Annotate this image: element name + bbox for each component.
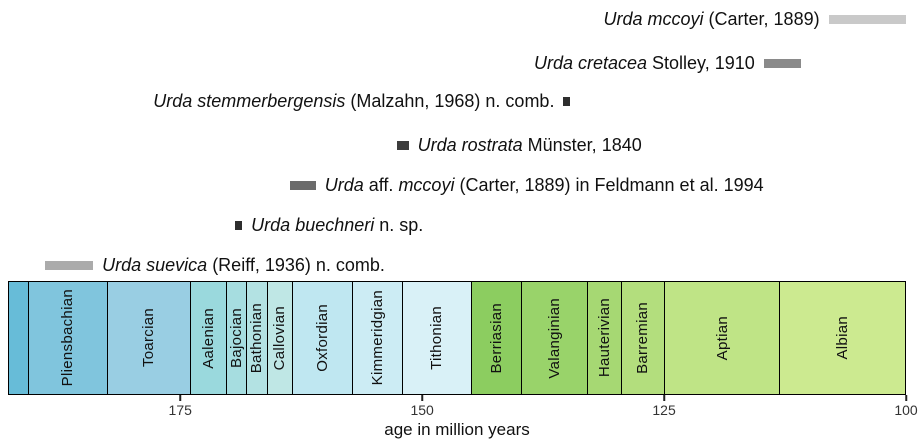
taxon-authority: (Reiff, 1936) n. comb. (207, 255, 385, 275)
axis-tick-mark (179, 395, 181, 401)
axis-tick-label: 175 (168, 402, 192, 418)
range-bar (763, 59, 802, 68)
taxon-label: Urda suevica (Reiff, 1936) n. comb. (102, 252, 385, 278)
taxon-name-italic: Urda rostrata (417, 135, 523, 155)
stage-oxfordian: Oxfordian (291, 282, 352, 394)
axis-tick-label: 100 (894, 402, 918, 418)
stage-label: Kimmeridgian (368, 290, 386, 386)
taxon-authority: n. sp. (374, 215, 424, 235)
geologic-timescale-bar: Pliensbachian Toarcian Aalenian Bajocian Bat… (8, 281, 906, 395)
range-bar (563, 97, 571, 106)
stage-berriasian: Berriasian (470, 282, 521, 394)
taxon-authority: aff. (363, 175, 399, 195)
taxon-name-italic: Urda mccoyi (603, 9, 704, 29)
stage-valanginian: Valanginian (520, 282, 588, 394)
taxon-name-italic: Urda (324, 175, 364, 195)
taxon-label: Urda aff. mccoyi (Carter, 1889) in Feldm… (325, 172, 764, 198)
taxon-label: Urda buechneri n. sp. (251, 212, 423, 238)
stage-kimmeridgian: Kimmeridgian (351, 282, 402, 394)
taxon-name-italic: Urda cretacea (533, 53, 648, 73)
stage-label: Aptian (713, 315, 731, 361)
range-bar (235, 221, 243, 230)
stage-bathonian: Bathonian (245, 282, 267, 394)
x-axis-title: age in million years (384, 420, 530, 439)
taxon-name-italic: mccoyi (398, 175, 455, 195)
range-bar (397, 141, 409, 150)
stage-unlabeled (9, 282, 29, 394)
species-range-rows: Urda mccoyi (Carter, 1889) Urda cretacea … (8, 0, 906, 280)
taxon-authority: (Malzahn, 1968) n. comb. (345, 91, 555, 111)
stage-label: Pliensbachian (59, 289, 77, 387)
taxon-label: Urda cretacea Stolley, 1910 (534, 50, 755, 76)
range-bar (289, 181, 316, 190)
taxon-authority: (Carter, 1889) (703, 9, 820, 29)
axis-tick-mark (421, 395, 423, 401)
stage-label: Hauterivian (596, 298, 614, 378)
taxon-name-italic: Urda suevica (102, 255, 208, 275)
stage-aalenian: Aalenian (189, 282, 227, 394)
stage-label: Oxfordian (313, 304, 331, 372)
taxon-name-italic: Urda stemmerbergensis (153, 91, 346, 111)
stage-barremian: Barremian (621, 282, 664, 394)
axis-tick-mark (905, 395, 907, 401)
axis-tick-label: 150 (410, 402, 434, 418)
taxon-authority: Münster, 1840 (522, 135, 642, 155)
taxon-label: Urda rostrata Münster, 1840 (418, 132, 642, 158)
taxon-label: Urda stemmerbergensis (Malzahn, 1968) n.… (153, 88, 554, 114)
taxon-label: Urda mccoyi (Carter, 1889) (604, 6, 820, 32)
stage-hauterivian: Hauterivian (587, 282, 622, 394)
stage-label: Valanginian (546, 297, 564, 379)
taxon-authority: Stolley, 1910 (647, 53, 755, 73)
stage-bajocian: Bajocian (226, 282, 246, 394)
stage-albian: Albian (779, 282, 905, 394)
taxon-authority: (Carter, 1889) in Feldmann et al. 1994 (454, 175, 764, 195)
range-bar (828, 15, 906, 24)
stage-label: Bathonian (248, 302, 266, 374)
range-bar (44, 261, 94, 270)
stage-callovian: Callovian (266, 282, 292, 394)
stage-label: Barremian (634, 302, 652, 374)
axis-tick-mark (663, 395, 665, 401)
stage-label: Toarcian (140, 308, 158, 368)
axis-tick-label: 125 (652, 402, 676, 418)
stage-label: Bajocian (227, 308, 245, 368)
stage-label: Callovian (271, 305, 289, 371)
stage-aptian: Aptian (663, 282, 780, 394)
stage-tithonian: Tithonian (401, 282, 471, 394)
stage-toarcian: Toarcian (106, 282, 190, 394)
stratigraphic-range-figure: Urda mccoyi (Carter, 1889) Urda cretacea … (8, 0, 918, 444)
stage-label: Aalenian (199, 307, 217, 369)
stage-label: Albian (834, 316, 852, 360)
stage-label: Tithonian (428, 306, 446, 370)
stage-label: Berriasian (487, 302, 505, 374)
stage-pliensbachian: Pliensbachian (28, 282, 107, 394)
taxon-name-italic: Urda buechneri (251, 215, 375, 235)
